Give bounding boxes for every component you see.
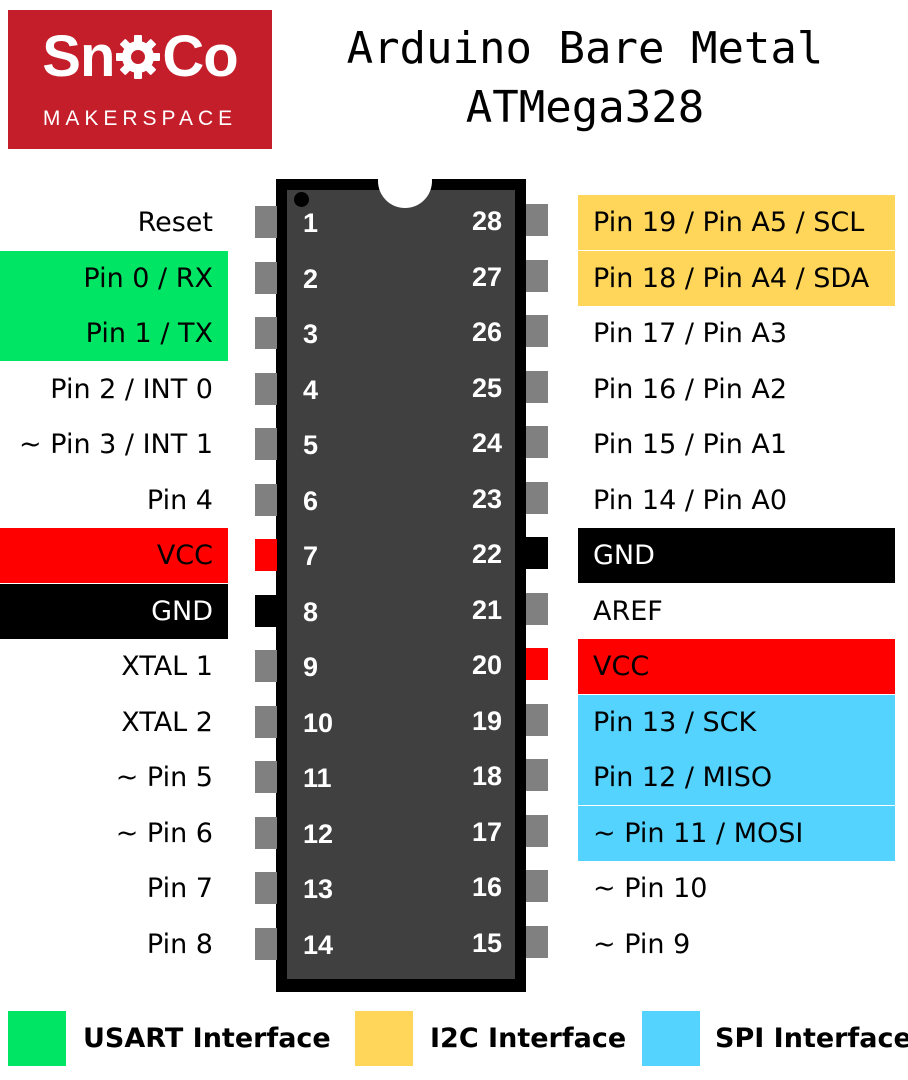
pin-number-right: 19	[471, 705, 502, 736]
pin-label-left: ~ Pin 6	[115, 817, 213, 849]
logo-subtitle: MAKERSPACE	[42, 107, 238, 130]
pin-label-right: Pin 15 / Pin A1	[593, 429, 788, 460]
pin-label-right: Pin 19 / Pin A5 / SCL	[578, 195, 895, 250]
snoco-logo: Sn Co MAKERSPACE	[8, 10, 272, 149]
pin-label-left: Pin 4	[146, 484, 213, 516]
pin-label-left: Pin 7	[146, 873, 213, 904]
pin-number-left: 2	[303, 263, 319, 294]
pin-label-right: ~ Pin 10	[593, 873, 708, 904]
pin-label-right: GND	[578, 528, 895, 583]
pin-label-right: Pin 13 / SCK	[578, 694, 895, 750]
pin-number-right: 22	[471, 539, 502, 569]
pin-number-left: 1	[303, 208, 319, 238]
pin-stub-left	[255, 761, 277, 793]
legend-swatch-usart	[8, 1011, 66, 1066]
pin-label-right: Pin 18 / Pin A4 / SDA	[578, 250, 895, 306]
pin-label-right: Pin 17 / Pin A3	[593, 318, 788, 349]
pin-number-right: 17	[471, 816, 502, 847]
pin-number-left: 12	[303, 818, 334, 849]
pin-number-right: 23	[471, 483, 502, 514]
pin-number-right: 28	[471, 206, 502, 236]
legend-label-spi: SPI Interface	[715, 1023, 908, 1054]
pin-stub-right	[526, 759, 548, 791]
pin-stub-right	[526, 592, 548, 625]
pin-label-right: Pin 12 / MISO	[578, 750, 895, 805]
pin-number-left: 8	[303, 596, 319, 627]
pin-stub-right	[526, 204, 548, 236]
pin-number-right: 18	[471, 761, 502, 791]
pin-number-left: 6	[303, 485, 319, 516]
pin-number-right: 16	[471, 872, 502, 902]
pin-stub-left	[255, 539, 277, 571]
pin-stub-left	[255, 428, 277, 460]
pin-label-right: ~ Pin 9	[593, 928, 691, 960]
pin-stub-left	[255, 650, 277, 682]
pin-stub-left	[255, 816, 277, 849]
pin-stub-left	[255, 372, 277, 405]
pin-number-right: 27	[471, 261, 502, 292]
pin-number-left: 3	[303, 319, 319, 349]
gear-icon	[116, 35, 161, 79]
pin-stub-right	[526, 259, 548, 292]
pin-label-left: Pin 1 / TX	[0, 306, 228, 361]
pin-label-left: XTAL 1	[121, 651, 213, 682]
pin-number-right: 25	[471, 372, 502, 403]
pin-number-left: 9	[303, 652, 319, 682]
legend-swatch-i2c	[355, 1011, 413, 1066]
pin-stub-left	[255, 872, 277, 904]
pin-number-left: 7	[303, 541, 319, 571]
pin-stub-right	[526, 703, 548, 736]
pin-label-right: Pin 14 / Pin A0	[593, 484, 788, 516]
pin-label-right: ~ Pin 11 / MOSI	[578, 805, 895, 861]
pin-stub-right	[526, 370, 548, 403]
pin-label-left: Reset	[137, 207, 213, 238]
legend-label-usart: USART Interface	[83, 1023, 331, 1054]
pin-label-left: XTAL 2	[121, 706, 213, 738]
pin-number-right: 26	[471, 317, 502, 347]
pin1-indicator-dot	[294, 192, 309, 207]
pin-stub-left	[255, 927, 277, 960]
pin-number-left: 14	[303, 929, 334, 960]
pin-number-left: 10	[303, 707, 334, 738]
pin-label-right: AREF	[593, 595, 663, 627]
chip-notch	[378, 154, 432, 208]
pin-label-right: VCC	[578, 639, 895, 694]
pin-number-left: 11	[303, 763, 332, 793]
pin-stub-right	[526, 481, 548, 514]
legend-label-i2c: I2C Interface	[430, 1023, 627, 1054]
pin-label-left: ~ Pin 5	[115, 762, 213, 793]
pin-label-left: GND	[0, 583, 228, 639]
pin-number-right: 15	[471, 927, 502, 958]
pin-stub-right	[526, 814, 548, 847]
pin-stub-left	[255, 317, 277, 349]
pin-stub-left	[255, 206, 277, 238]
page-title: Arduino Bare Metal	[346, 23, 824, 74]
legend-swatch-spi	[642, 1011, 700, 1066]
pin-label-right: Pin 16 / Pin A2	[593, 373, 788, 405]
pin-number-right: 24	[471, 428, 502, 458]
chip-body	[287, 190, 515, 979]
pin-number-left: 5	[303, 430, 319, 460]
logo-wordmark: Sn Co	[42, 24, 238, 89]
pin-number-right: 20	[471, 650, 502, 680]
pin-stub-left	[255, 483, 277, 516]
pin-stub-right	[526, 648, 548, 680]
pin-stub-right	[526, 537, 548, 569]
pin-stub-left	[255, 261, 277, 294]
pin-number-left: 13	[303, 874, 334, 904]
pin-stub-right	[526, 426, 548, 458]
pin-label-left: VCC	[0, 528, 228, 583]
pin-stub-left	[255, 705, 277, 738]
pin-label-left: ~ Pin 3 / INT 1	[19, 429, 213, 460]
pin-stub-right	[526, 870, 548, 902]
pin-number-left: 4	[303, 374, 319, 405]
pin-stub-left	[255, 594, 277, 627]
page-subtitle: ATMega328	[465, 82, 705, 133]
pin-label-left: Pin 8	[146, 928, 213, 960]
pin-stub-right	[526, 925, 548, 958]
pin-number-right: 21	[471, 594, 502, 625]
pin-label-left: Pin 2 / INT 0	[50, 373, 213, 405]
pin-label-left: Pin 0 / RX	[0, 250, 228, 306]
pin-stub-right	[526, 315, 548, 347]
